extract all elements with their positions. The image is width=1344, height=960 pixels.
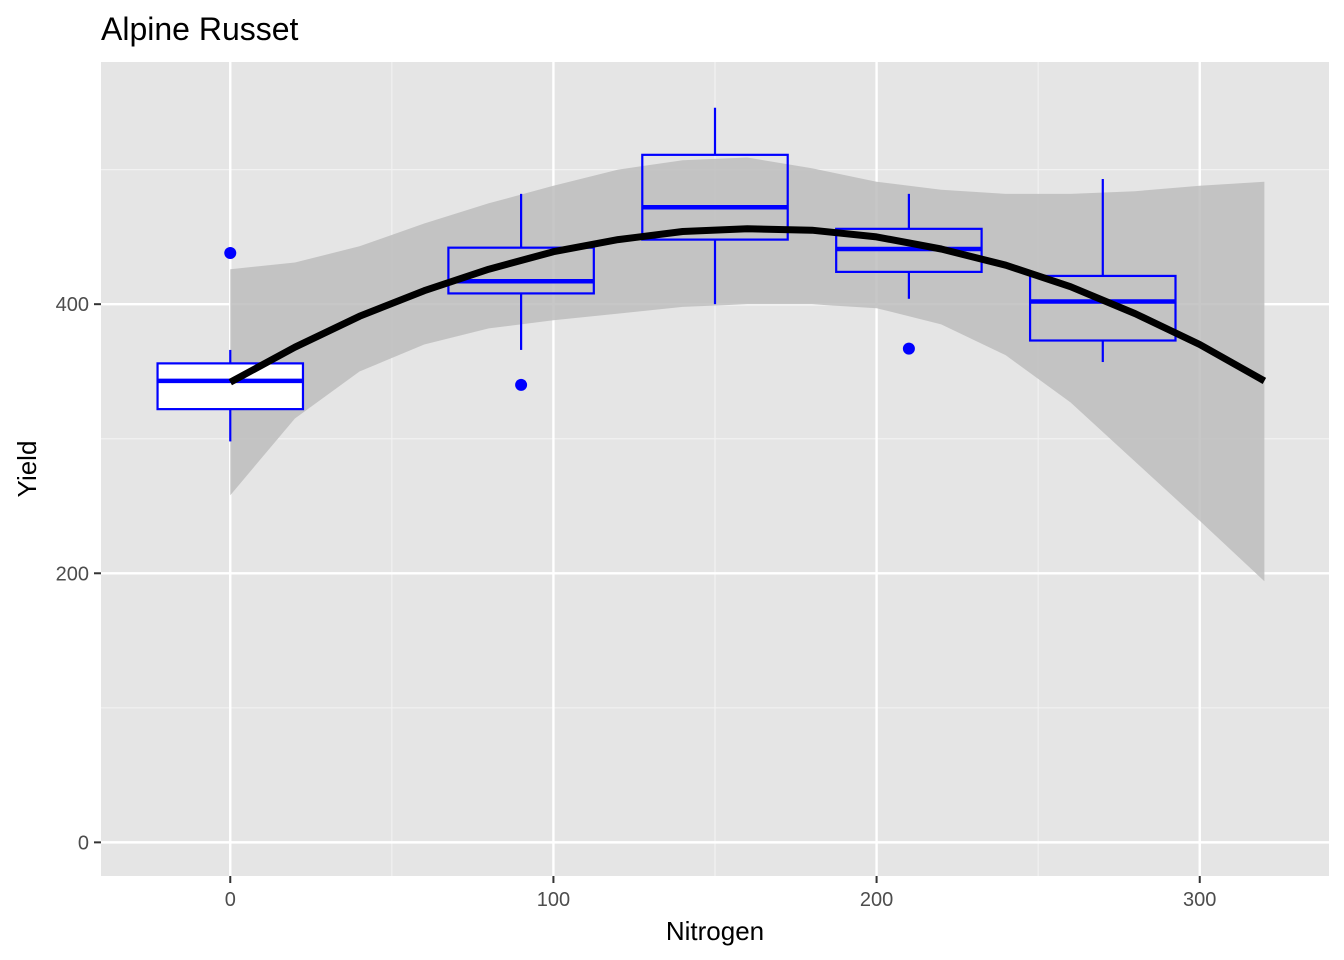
x-tick-label: 300 (1183, 889, 1216, 911)
box-iqr (156, 362, 305, 411)
boxplot-150 (641, 107, 789, 305)
x-tick-label: 0 (225, 889, 236, 911)
box-iqr (447, 246, 595, 295)
box-iqr (641, 153, 789, 241)
outlier-point (515, 378, 528, 391)
outlier-point (902, 342, 915, 355)
y-tick-label: 200 (56, 563, 89, 585)
smooth-curve-line (228, 225, 1267, 386)
x-tick-label: 100 (537, 889, 570, 911)
boxplot-0 (156, 247, 305, 442)
x-axis-title: Nitrogen (666, 916, 764, 946)
box-iqr (1028, 274, 1177, 342)
outlier-point (224, 247, 237, 260)
boxplot-210 (835, 193, 983, 355)
boxplots (156, 107, 1177, 442)
y-tick-label: 400 (56, 294, 89, 316)
boxplot-90 (447, 193, 595, 391)
x-tick-label: 200 (860, 889, 893, 911)
chart-title: Alpine Russet (101, 11, 299, 47)
smooth-curve (228, 225, 1267, 386)
y-axis-title: Yield (12, 441, 42, 498)
y-tick-label: 0 (78, 832, 89, 854)
axes: 0 100 200 300 0 200 400 (56, 294, 1217, 911)
